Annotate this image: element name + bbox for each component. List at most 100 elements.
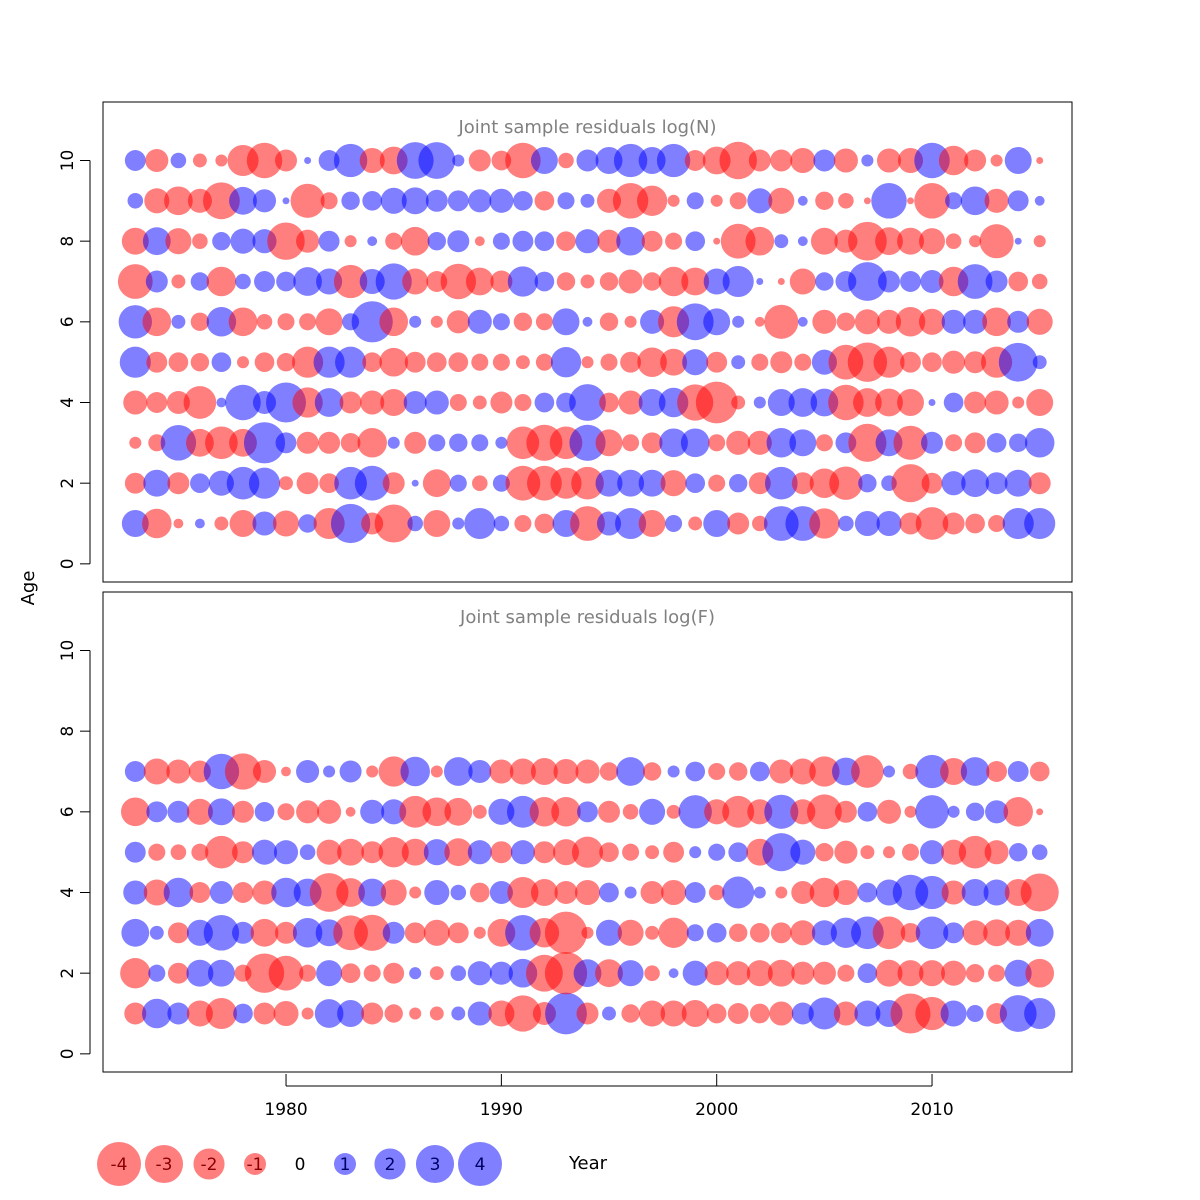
bubble [838,515,854,532]
bubble [596,511,622,536]
bubble [167,800,190,823]
bubble [166,759,191,784]
bubble [774,234,789,249]
bubble [1029,761,1050,782]
bubble [236,356,250,369]
bubble [915,795,949,829]
bubble [854,510,880,537]
bubble [553,758,579,785]
bubble [190,272,210,291]
bubble [335,346,367,378]
legend-label: -2 [201,1155,218,1175]
bubble [644,965,660,981]
bubble [745,226,775,256]
legend-item: 2 [374,1148,406,1180]
bubble [756,278,764,285]
bubble [382,921,405,944]
bubble [658,266,689,297]
bubble [943,922,965,944]
bubble [770,149,793,172]
bubble [361,1002,384,1025]
bubble [854,309,880,335]
bubble [848,262,887,301]
bubble [202,182,240,220]
legend-item: -3 [144,1144,184,1184]
bubble [446,310,470,334]
bubble [770,351,793,374]
bubble [471,353,489,371]
bubble [424,879,450,906]
bubble [659,428,688,458]
bubble [226,466,260,500]
bubble [492,353,510,371]
bubble [815,434,833,452]
bubble [599,312,619,331]
bubble [600,353,618,371]
bubble [362,190,383,211]
bubble [617,919,644,946]
bubble [656,143,691,178]
legend-label: 4 [475,1155,486,1175]
bubble [961,469,990,498]
bubble [143,758,170,785]
bubble [958,835,992,869]
bubble [640,880,664,905]
bubble [252,511,277,536]
bubble [1034,195,1045,206]
bubble [409,967,422,980]
bubble [360,390,385,415]
bubble [505,142,541,179]
bubble [762,833,801,872]
bubble [228,307,258,337]
bubble [467,1001,492,1026]
y-tick-label: 0 [58,1048,78,1059]
bubble [914,183,950,219]
x-tick-label: 1990 [480,1100,523,1120]
bubble [277,313,295,331]
y-tick-label: 10 [58,150,78,172]
bubble [507,266,539,297]
bubble [233,1003,253,1024]
bubble [490,270,513,293]
bubble [907,197,914,205]
legend-label: -1 [247,1155,264,1175]
bubble [749,922,770,943]
bubble [860,845,875,860]
bubble [471,434,489,452]
bubble [427,232,446,251]
bubble [851,755,884,788]
bubble [468,189,492,213]
bubble [225,384,261,421]
bubble [895,307,926,337]
bubble [808,997,841,1030]
bubble [834,800,857,823]
bubble [660,470,687,497]
bubble [505,915,541,951]
bubble [148,434,166,452]
bubble [984,188,1009,213]
bubble [963,309,988,334]
bubble [941,960,967,986]
bubble [918,228,946,255]
bubble [576,1002,599,1025]
bubble [400,756,430,787]
bubble [558,152,574,169]
bubble [530,147,558,174]
bubble [379,347,409,377]
bubble [769,1001,794,1026]
bubble [706,351,728,373]
bubble [472,475,488,491]
bubble [945,192,963,210]
bubble [120,958,151,989]
bubble [638,510,666,537]
bubble [1007,310,1030,333]
bubble [638,389,666,416]
bubble [235,273,251,290]
bubble [382,472,405,495]
bubble [833,879,859,906]
bubble [323,765,336,778]
bubble [809,877,840,908]
bubble [854,1000,881,1027]
panel-frame [102,101,1073,583]
bubble [616,226,645,256]
